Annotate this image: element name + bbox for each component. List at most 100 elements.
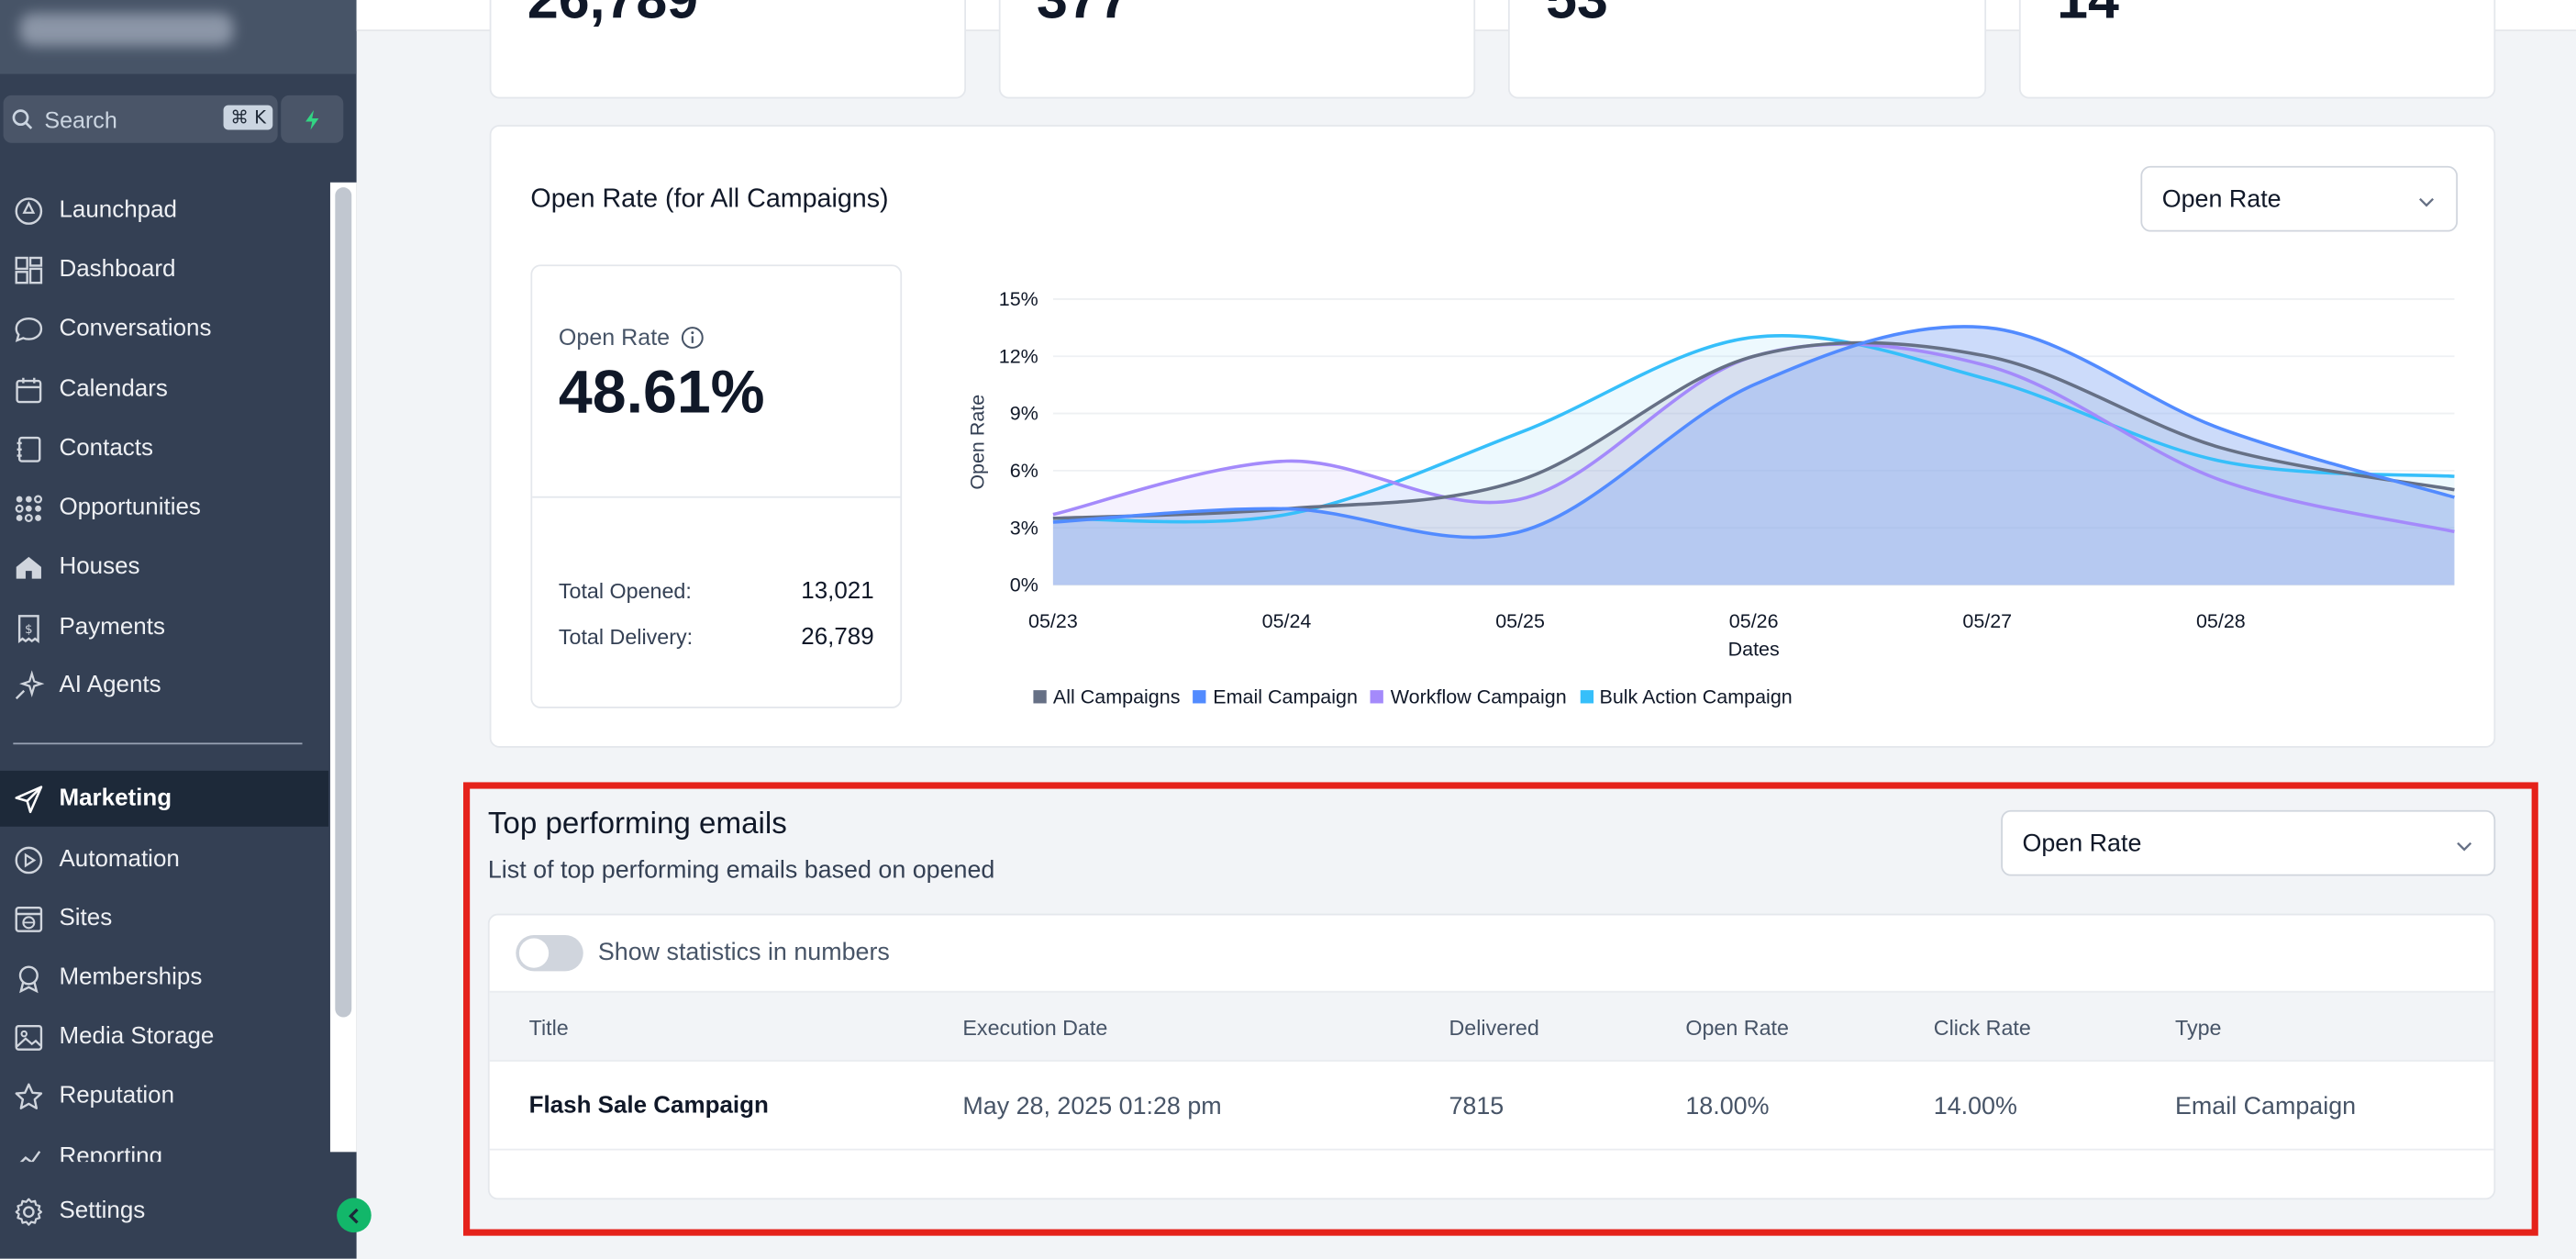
legend-item[interactable]: Email Campaign — [1193, 685, 1358, 708]
agency-logo[interactable] — [0, 0, 357, 74]
table-row[interactable]: Flash Sale Campaign May 28, 2025 01:28 p… — [489, 1062, 2494, 1151]
quick-actions-button[interactable] — [281, 95, 344, 143]
open-rate-kpi-panel: Open Rate 48.61% Total Opened: 13,021 To… — [530, 264, 903, 708]
sidebar-item-label: Payments — [59, 614, 165, 641]
stat-value: 377 — [1036, 0, 1130, 32]
x-tick-label: 05/25 — [1495, 610, 1545, 632]
statistics-toggle-label: Show statistics in numbers — [597, 938, 890, 966]
sidebar-item-launchpad[interactable]: Launchpad — [0, 183, 328, 239]
series-line — [1052, 325, 2455, 540]
open-rate-card: Open Rate (for All Campaigns) Open Rate … — [489, 125, 2496, 748]
column-header-type[interactable]: Type — [2175, 1015, 2222, 1041]
top-emails-metric-select[interactable]: Open Rate — [2001, 809, 2496, 876]
sidebar-item-opportunities[interactable]: Opportunities — [0, 480, 328, 536]
search-bar[interactable]: Search ⌘ K — [3, 95, 278, 143]
stat-value: 26,789 — [527, 0, 699, 32]
statistics-toggle[interactable] — [516, 934, 583, 972]
sparkle-icon — [15, 669, 45, 699]
column-header-title[interactable]: Title — [528, 1015, 569, 1041]
sidebar-item-label: Settings — [59, 1198, 146, 1225]
cell-execution-date: May 28, 2025 01:28 pm — [962, 1092, 1222, 1121]
sidebar-item-label: Marketing — [59, 785, 172, 812]
open-rate-line-chart[interactable]: 0% 3% 6% 9% 12% 15% 05/23 05/24 05/25 05/26 05/27 0… — [951, 274, 2479, 669]
sidebar-item-label: Media Storage — [59, 1023, 215, 1051]
send-icon — [15, 785, 43, 813]
kpi-label: Open Rate — [558, 323, 671, 351]
kpi-value: 48.61% — [558, 358, 765, 426]
sidebar-item-marketing[interactable]: Marketing — [0, 770, 329, 827]
series-area — [1052, 335, 2455, 585]
contacts-icon — [17, 435, 41, 462]
sidebar-item-ai-agents[interactable]: AI Agents — [0, 657, 328, 713]
sidebar-item-sites[interactable]: Sites — [0, 891, 328, 947]
series-area — [1052, 342, 2455, 585]
series-area — [1052, 343, 2455, 585]
stat-card-unsubscribed: 14 — [2018, 0, 2496, 99]
sidebar-item-houses[interactable]: Houses — [0, 539, 328, 595]
stat-card-delivered: 26,789 — [489, 0, 966, 99]
legend-label: Workflow Campaign — [1390, 685, 1567, 708]
cell-title[interactable]: Flash Sale Campaign — [528, 1092, 769, 1120]
y-tick-label: 3% — [1010, 517, 1038, 539]
highlight-annotation-box — [463, 782, 2538, 1236]
top-emails-title: Top performing emails — [487, 805, 787, 841]
sidebar-item-calendars[interactable]: Calendars — [0, 362, 328, 418]
cell-open-rate: 18.00% — [1685, 1092, 1770, 1121]
sidebar-item-label: Dashboard — [59, 256, 176, 284]
legend-item[interactable]: All Campaigns — [1033, 685, 1180, 708]
chart-icon — [18, 1150, 41, 1163]
sidebar-item-label: Opportunities — [59, 495, 201, 521]
sidebar-item-label: AI Agents — [59, 672, 161, 699]
column-header-click-rate[interactable]: Click Rate — [1933, 1015, 2031, 1041]
chevron-left-icon — [348, 1207, 358, 1223]
chevron-down-icon — [2457, 841, 2472, 852]
sidebar-item-media-storage[interactable]: Media Storage — [0, 1009, 328, 1065]
sidebar-item-label: Calendars — [59, 376, 168, 403]
sidebar-item-conversations[interactable]: Conversations — [0, 301, 328, 357]
x-tick-label: 05/28 — [2196, 610, 2246, 632]
collapse-sidebar-button[interactable] — [337, 1198, 372, 1233]
sidebar-item-reporting[interactable]: Reporting — [0, 1139, 328, 1163]
total-delivery-row: Total Delivery: 26,789 — [559, 625, 874, 652]
legend-item[interactable]: Workflow Campaign — [1371, 685, 1567, 708]
open-rate-card-title: Open Rate (for All Campaigns) — [530, 185, 889, 214]
grid-icon — [15, 255, 43, 284]
info-icon[interactable] — [680, 325, 705, 350]
y-tick-label: 12% — [999, 345, 1038, 367]
table-header: Title Execution Date Delivered Open Rate… — [489, 990, 2494, 1062]
calendar-icon — [16, 376, 42, 403]
gear-icon — [15, 1197, 43, 1225]
y-tick-label: 6% — [1010, 460, 1038, 482]
legend-item[interactable]: Bulk Action Campaign — [1579, 685, 1793, 708]
house-icon — [16, 555, 41, 578]
stat-value: 14 — [2057, 0, 2119, 32]
stat-card-opened: 377 — [998, 0, 1476, 99]
sidebar-item-settings[interactable]: Settings — [0, 1183, 328, 1239]
cell-type: Email Campaign — [2175, 1092, 2357, 1121]
lightning-icon — [305, 109, 319, 129]
sidebar-divider — [13, 742, 303, 745]
award-icon — [18, 964, 39, 993]
y-tick-label: 15% — [999, 288, 1038, 310]
sidebar-item-dashboard[interactable]: Dashboard — [0, 241, 328, 297]
sidebar-item-label: Automation — [59, 846, 180, 873]
legend-swatch — [1371, 690, 1384, 704]
x-tick-label: 05/24 — [1262, 610, 1312, 632]
sidebar-scrollbar-thumb[interactable] — [335, 187, 352, 1018]
top-emails-subtitle: List of top performing emails based on o… — [487, 856, 995, 885]
sidebar-item-label: Memberships — [59, 964, 203, 991]
rocket-icon — [15, 196, 43, 225]
cell-click-rate: 14.00% — [1933, 1092, 2017, 1121]
sidebar-overflow-clip: Reporting — [0, 1139, 328, 1163]
sidebar-item-memberships[interactable]: Memberships — [0, 950, 328, 1006]
sidebar-item-reputation[interactable]: Reputation — [0, 1068, 328, 1124]
column-header-delivered[interactable]: Delivered — [1449, 1015, 1539, 1041]
legend-swatch — [1033, 690, 1047, 704]
column-header-open-rate[interactable]: Open Rate — [1685, 1015, 1789, 1041]
open-rate-metric-select[interactable]: Open Rate — [2140, 165, 2459, 232]
sidebar-item-contacts[interactable]: Contacts — [0, 420, 328, 476]
column-header-execution-date[interactable]: Execution Date — [962, 1015, 1108, 1041]
search-placeholder: Search — [44, 106, 117, 133]
sidebar-item-automation[interactable]: Automation — [0, 831, 328, 887]
sidebar-item-payments[interactable]: $ Payments — [0, 600, 328, 656]
